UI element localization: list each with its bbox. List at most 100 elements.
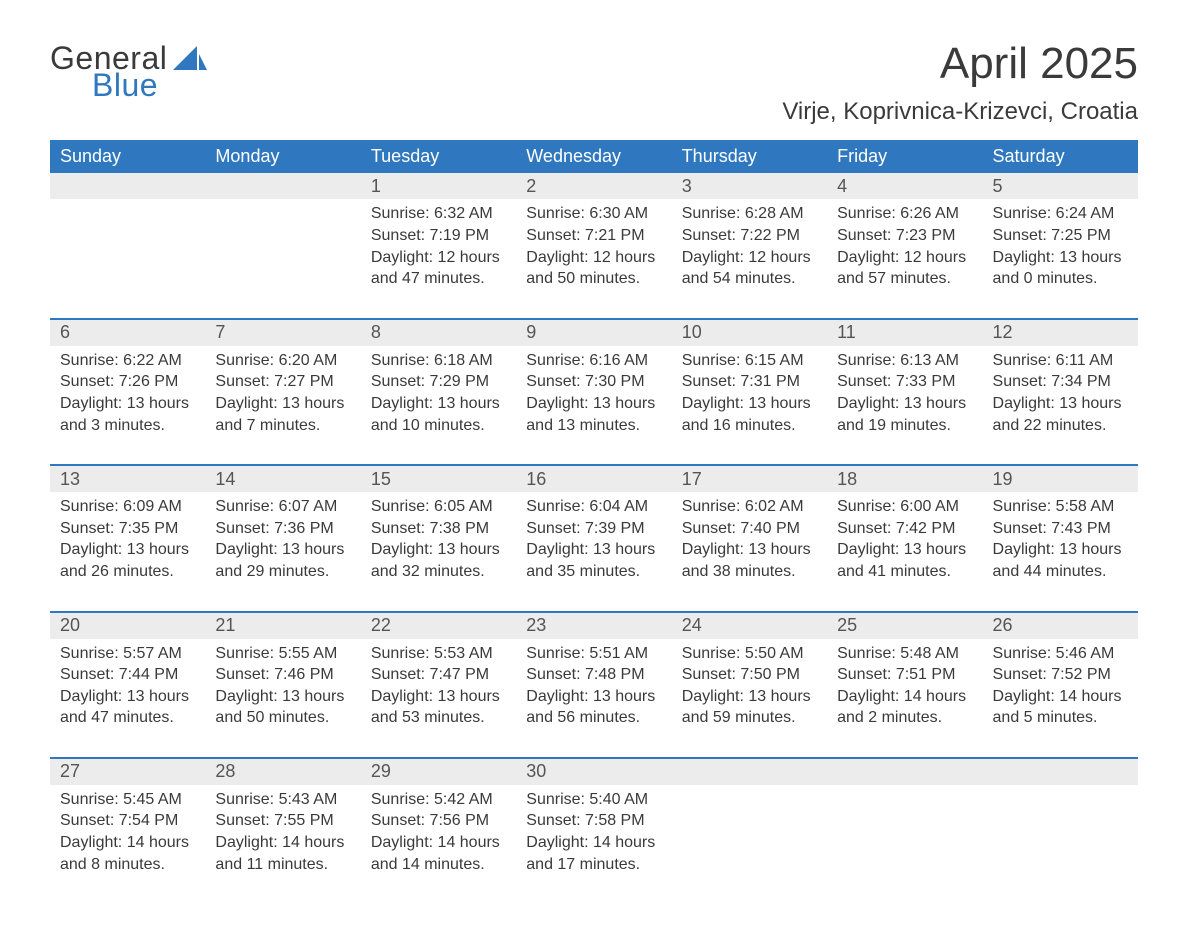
sunset-line: Sunset: 7:52 PM [993, 664, 1128, 686]
daylight-line2: and 38 minutes. [682, 561, 817, 583]
day-number-cell: 30 [516, 758, 671, 785]
day-details-cell: Sunrise: 5:42 AMSunset: 7:56 PMDaylight:… [361, 785, 516, 885]
sunset-line: Sunset: 7:42 PM [837, 518, 972, 540]
header-row: General Blue April 2025 Virje, Koprivnic… [50, 40, 1138, 140]
day-number-cell: 14 [205, 465, 360, 492]
week-details-row: Sunrise: 6:32 AMSunset: 7:19 PMDaylight:… [50, 199, 1138, 318]
daylight-line1: Daylight: 13 hours [215, 539, 350, 561]
day-details-cell: Sunrise: 5:53 AMSunset: 7:47 PMDaylight:… [361, 639, 516, 758]
sunrise-line: Sunrise: 6:13 AM [837, 350, 972, 372]
logo-sail-icon [173, 46, 207, 74]
logo-word2: Blue [92, 67, 167, 104]
day-details-cell: Sunrise: 5:50 AMSunset: 7:50 PMDaylight:… [672, 639, 827, 758]
sunrise-line: Sunrise: 6:05 AM [371, 496, 506, 518]
day-number-cell: 9 [516, 319, 671, 346]
day-number-cell [983, 758, 1138, 785]
daylight-line1: Daylight: 14 hours [837, 686, 972, 708]
daylight-line2: and 3 minutes. [60, 415, 195, 437]
day-number-cell: 11 [827, 319, 982, 346]
daylight-line2: and 29 minutes. [215, 561, 350, 583]
day-number-cell: 13 [50, 465, 205, 492]
daylight-line2: and 16 minutes. [682, 415, 817, 437]
daylight-line2: and 0 minutes. [993, 268, 1128, 290]
day-number-cell: 18 [827, 465, 982, 492]
day-details-cell: Sunrise: 5:58 AMSunset: 7:43 PMDaylight:… [983, 492, 1138, 611]
week-daynum-row: 20212223242526 [50, 612, 1138, 639]
daylight-line1: Daylight: 14 hours [526, 832, 661, 854]
day-number-cell: 29 [361, 758, 516, 785]
day-number-cell: 6 [50, 319, 205, 346]
day-number-cell: 26 [983, 612, 1138, 639]
sunrise-line: Sunrise: 6:28 AM [682, 203, 817, 225]
daylight-line2: and 50 minutes. [215, 707, 350, 729]
sunset-line: Sunset: 7:58 PM [526, 810, 661, 832]
sunset-line: Sunset: 7:48 PM [526, 664, 661, 686]
daylight-line1: Daylight: 12 hours [682, 247, 817, 269]
sunset-line: Sunset: 7:43 PM [993, 518, 1128, 540]
daylight-line1: Daylight: 13 hours [215, 393, 350, 415]
day-number-cell: 2 [516, 173, 671, 199]
day-number-cell: 16 [516, 465, 671, 492]
day-details-cell: Sunrise: 6:09 AMSunset: 7:35 PMDaylight:… [50, 492, 205, 611]
day-header: Tuesday [361, 140, 516, 173]
daylight-line1: Daylight: 14 hours [371, 832, 506, 854]
day-details-cell: Sunrise: 6:20 AMSunset: 7:27 PMDaylight:… [205, 346, 360, 465]
sunset-line: Sunset: 7:31 PM [682, 371, 817, 393]
daylight-line1: Daylight: 13 hours [682, 393, 817, 415]
day-details-cell: Sunrise: 6:11 AMSunset: 7:34 PMDaylight:… [983, 346, 1138, 465]
sunset-line: Sunset: 7:35 PM [60, 518, 195, 540]
daylight-line1: Daylight: 14 hours [993, 686, 1128, 708]
daylight-line2: and 47 minutes. [371, 268, 506, 290]
logo: General Blue [50, 40, 207, 104]
sunrise-line: Sunrise: 6:16 AM [526, 350, 661, 372]
daylight-line1: Daylight: 13 hours [837, 393, 972, 415]
day-number-cell: 5 [983, 173, 1138, 199]
day-details-cell: Sunrise: 5:45 AMSunset: 7:54 PMDaylight:… [50, 785, 205, 885]
sunset-line: Sunset: 7:22 PM [682, 225, 817, 247]
day-number-cell: 21 [205, 612, 360, 639]
day-number-cell: 15 [361, 465, 516, 492]
daylight-line1: Daylight: 13 hours [60, 393, 195, 415]
daylight-line1: Daylight: 13 hours [371, 393, 506, 415]
sunset-line: Sunset: 7:33 PM [837, 371, 972, 393]
sunrise-line: Sunrise: 6:24 AM [993, 203, 1128, 225]
daylight-line1: Daylight: 13 hours [60, 539, 195, 561]
daylight-line1: Daylight: 14 hours [215, 832, 350, 854]
daylight-line2: and 14 minutes. [371, 854, 506, 876]
daylight-line2: and 57 minutes. [837, 268, 972, 290]
day-number-cell: 7 [205, 319, 360, 346]
sunset-line: Sunset: 7:34 PM [993, 371, 1128, 393]
day-number-cell: 17 [672, 465, 827, 492]
day-details-cell: Sunrise: 6:07 AMSunset: 7:36 PMDaylight:… [205, 492, 360, 611]
day-header: Thursday [672, 140, 827, 173]
week-details-row: Sunrise: 5:45 AMSunset: 7:54 PMDaylight:… [50, 785, 1138, 885]
week-daynum-row: 13141516171819 [50, 465, 1138, 492]
day-number-cell: 19 [983, 465, 1138, 492]
day-number-cell: 25 [827, 612, 982, 639]
sunset-line: Sunset: 7:44 PM [60, 664, 195, 686]
day-details-cell [50, 199, 205, 318]
day-details-cell: Sunrise: 5:46 AMSunset: 7:52 PMDaylight:… [983, 639, 1138, 758]
daylight-line2: and 22 minutes. [993, 415, 1128, 437]
daylight-line1: Daylight: 13 hours [682, 539, 817, 561]
sunset-line: Sunset: 7:21 PM [526, 225, 661, 247]
day-details-cell: Sunrise: 6:16 AMSunset: 7:30 PMDaylight:… [516, 346, 671, 465]
sunset-line: Sunset: 7:40 PM [682, 518, 817, 540]
sunrise-line: Sunrise: 6:32 AM [371, 203, 506, 225]
day-details-cell: Sunrise: 5:57 AMSunset: 7:44 PMDaylight:… [50, 639, 205, 758]
day-details-cell [983, 785, 1138, 885]
daylight-line2: and 47 minutes. [60, 707, 195, 729]
daylight-line2: and 5 minutes. [993, 707, 1128, 729]
daylight-line2: and 32 minutes. [371, 561, 506, 583]
daylight-line2: and 41 minutes. [837, 561, 972, 583]
day-details-cell: Sunrise: 6:24 AMSunset: 7:25 PMDaylight:… [983, 199, 1138, 318]
sunset-line: Sunset: 7:46 PM [215, 664, 350, 686]
page: General Blue April 2025 Virje, Koprivnic… [0, 0, 1188, 945]
day-number-cell: 1 [361, 173, 516, 199]
daylight-line2: and 53 minutes. [371, 707, 506, 729]
daylight-line2: and 19 minutes. [837, 415, 972, 437]
title-block: April 2025 Virje, Koprivnica-Krizevci, C… [782, 40, 1138, 140]
daylight-line1: Daylight: 13 hours [526, 393, 661, 415]
day-details-cell: Sunrise: 6:04 AMSunset: 7:39 PMDaylight:… [516, 492, 671, 611]
week-daynum-row: 12345 [50, 173, 1138, 199]
